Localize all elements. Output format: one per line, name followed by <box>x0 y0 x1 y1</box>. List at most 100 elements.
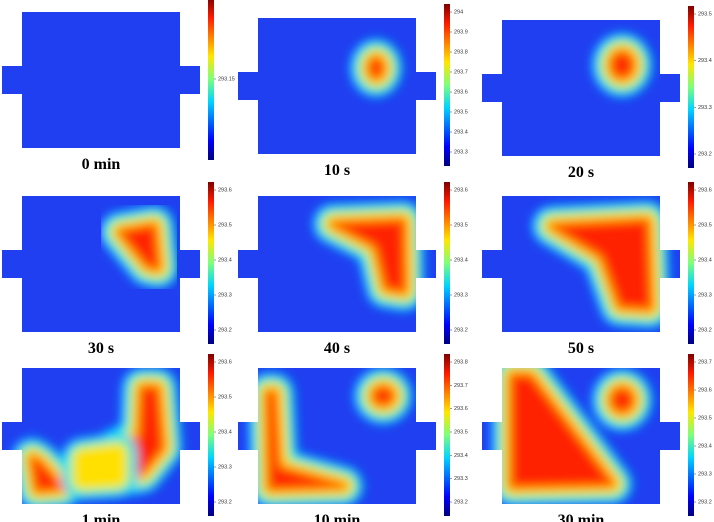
panel: 294 293.9 293.8 293.7 293.6 293.5 293.4 293.3 10… <box>238 4 468 179</box>
colorbar-tick-label: 293.4 <box>698 58 712 64</box>
colorbar <box>688 6 694 168</box>
hot-spot <box>612 389 632 411</box>
colorbar-tick-label: 293.3 <box>454 292 468 298</box>
panel-label: 30 s <box>88 340 114 357</box>
panel: 293.6 293.5 293.4 293.3 293.2 30 s <box>2 182 232 357</box>
colorbar-tick-label: 293.4 <box>454 453 468 459</box>
hot-regions <box>313 201 424 311</box>
panel: 293.8 293.7 293.6 293.5 293.4 293.3 293.2 10 mi… <box>238 354 468 522</box>
colorbar <box>208 0 214 160</box>
colorbar-tick-label: 293.5 <box>454 222 468 228</box>
colorbar-tick-label: 293.2 <box>698 151 712 157</box>
colorbar-tick-label: 293.3 <box>698 471 712 477</box>
hot-region <box>72 443 127 490</box>
colorbar-tick-label: 293.3 <box>218 292 232 298</box>
panel-label: 1 min <box>82 512 121 522</box>
temperature-field <box>12 368 182 504</box>
colorbar <box>208 354 214 516</box>
colorbar <box>208 182 214 344</box>
colorbar-tick-label: 293.8 <box>454 49 468 55</box>
colorbar <box>444 4 450 166</box>
hot-spot <box>612 53 632 77</box>
hot-regions <box>532 201 670 328</box>
colorbar-tick-label: 293.6 <box>454 406 468 412</box>
panel-label: 30 min <box>558 512 605 522</box>
colorbar-tick-label: 293.5 <box>218 394 232 400</box>
colorbar-tick-label: 293.7 <box>454 383 468 389</box>
hot-spot <box>374 388 392 404</box>
colorbar-tick-label: 293.15 <box>218 76 235 82</box>
hot-regions <box>592 33 652 97</box>
colorbar-tick-label: 293.5 <box>698 222 712 228</box>
colorbar-tick-label: 293.4 <box>218 257 232 263</box>
colorbar-tick-label: 293.3 <box>698 105 712 111</box>
colorbar-tick-label: 293.2 <box>454 327 468 333</box>
temperature-field <box>100 206 178 288</box>
colorbar-tick-label: 293.6 <box>698 387 712 393</box>
colorbar-tick-label: 293.6 <box>454 89 468 95</box>
panel: 293.6 293.5 293.4 293.3 293.2 40 s <box>238 182 468 357</box>
panel: 293.5 293.4 293.3 293.2 20 s <box>482 6 712 181</box>
hot-region <box>32 458 62 490</box>
panel-label: 40 s <box>324 340 350 357</box>
hot-region <box>512 376 612 486</box>
panel-label: 10 s <box>324 162 350 179</box>
temperature-field <box>492 368 652 504</box>
domain <box>238 18 436 154</box>
panel: 293.6 293.5 293.4 293.3 293.2 1 min <box>2 354 232 522</box>
colorbar-tick-label: 293.8 <box>454 359 468 365</box>
colorbar-tick-label: 293.2 <box>698 327 712 333</box>
colorbar-tick-label: 293.3 <box>454 149 468 155</box>
colorbar-tick-label: 293.6 <box>698 187 712 193</box>
colorbar <box>688 354 694 516</box>
colorbar-tick-label: 293.6 <box>454 187 468 193</box>
colorbar-tick-label: 293.2 <box>454 499 468 505</box>
colorbar-tick-label: 293.3 <box>218 464 232 470</box>
colorbar-tick-label: 293.6 <box>218 187 232 193</box>
colorbar-tick-label: 293.2 <box>218 327 232 333</box>
colorbar <box>444 354 450 516</box>
colorbar-tick-label: 293.5 <box>698 11 712 17</box>
colorbar <box>688 182 694 344</box>
hot-spot <box>370 59 382 77</box>
temperature-field <box>313 201 424 311</box>
colorbar-tick-label: 294 <box>454 9 463 15</box>
hot-region <box>552 221 650 308</box>
colorbar-tick-label: 293.2 <box>218 499 232 505</box>
colorbar-tick-label: 293.4 <box>454 129 468 135</box>
colorbar-tick-label: 293.2 <box>698 499 712 505</box>
colorbar-tick-label: 293.9 <box>454 29 468 35</box>
hot-regions <box>492 368 652 504</box>
domain <box>2 12 200 148</box>
colorbar-tick-label: 293.4 <box>698 257 712 263</box>
colorbar-tick-label: 293.6 <box>218 359 232 365</box>
hot-regions <box>248 368 412 504</box>
panel: 293.7 293.6 293.5 293.4 293.3 293.2 30 min <box>482 354 712 522</box>
hot-region <box>333 221 404 291</box>
colorbar-tick-label: 293.4 <box>454 257 468 263</box>
panel-label: 20 s <box>568 164 594 181</box>
panel-label: 0 min <box>82 156 121 173</box>
colorbar <box>444 182 450 344</box>
hot-regions <box>350 39 402 97</box>
colorbar-tick-label: 293.5 <box>218 222 232 228</box>
panel-label: 50 s <box>568 340 594 357</box>
colorbar-tick-label: 293.5 <box>454 429 468 435</box>
temperature-field <box>248 368 412 504</box>
hot-region <box>268 393 343 488</box>
colorbar-tick-label: 293.7 <box>698 359 712 365</box>
domain <box>482 20 680 156</box>
colorbar-tick-label: 293.7 <box>454 69 468 75</box>
colorbar-tick-label: 293.3 <box>698 292 712 298</box>
panel: 293.15 0 min <box>2 0 235 173</box>
hot-region <box>120 226 158 268</box>
panel-label: 10 min <box>314 512 361 522</box>
colorbar-tick-label: 293.3 <box>454 476 468 482</box>
temperature-field <box>532 201 670 328</box>
colorbar-tick-label: 293.4 <box>218 429 232 435</box>
colorbar-tick-label: 293.4 <box>698 443 712 449</box>
hot-regions <box>100 206 178 288</box>
colorbar-tick-label: 293.5 <box>454 109 468 115</box>
